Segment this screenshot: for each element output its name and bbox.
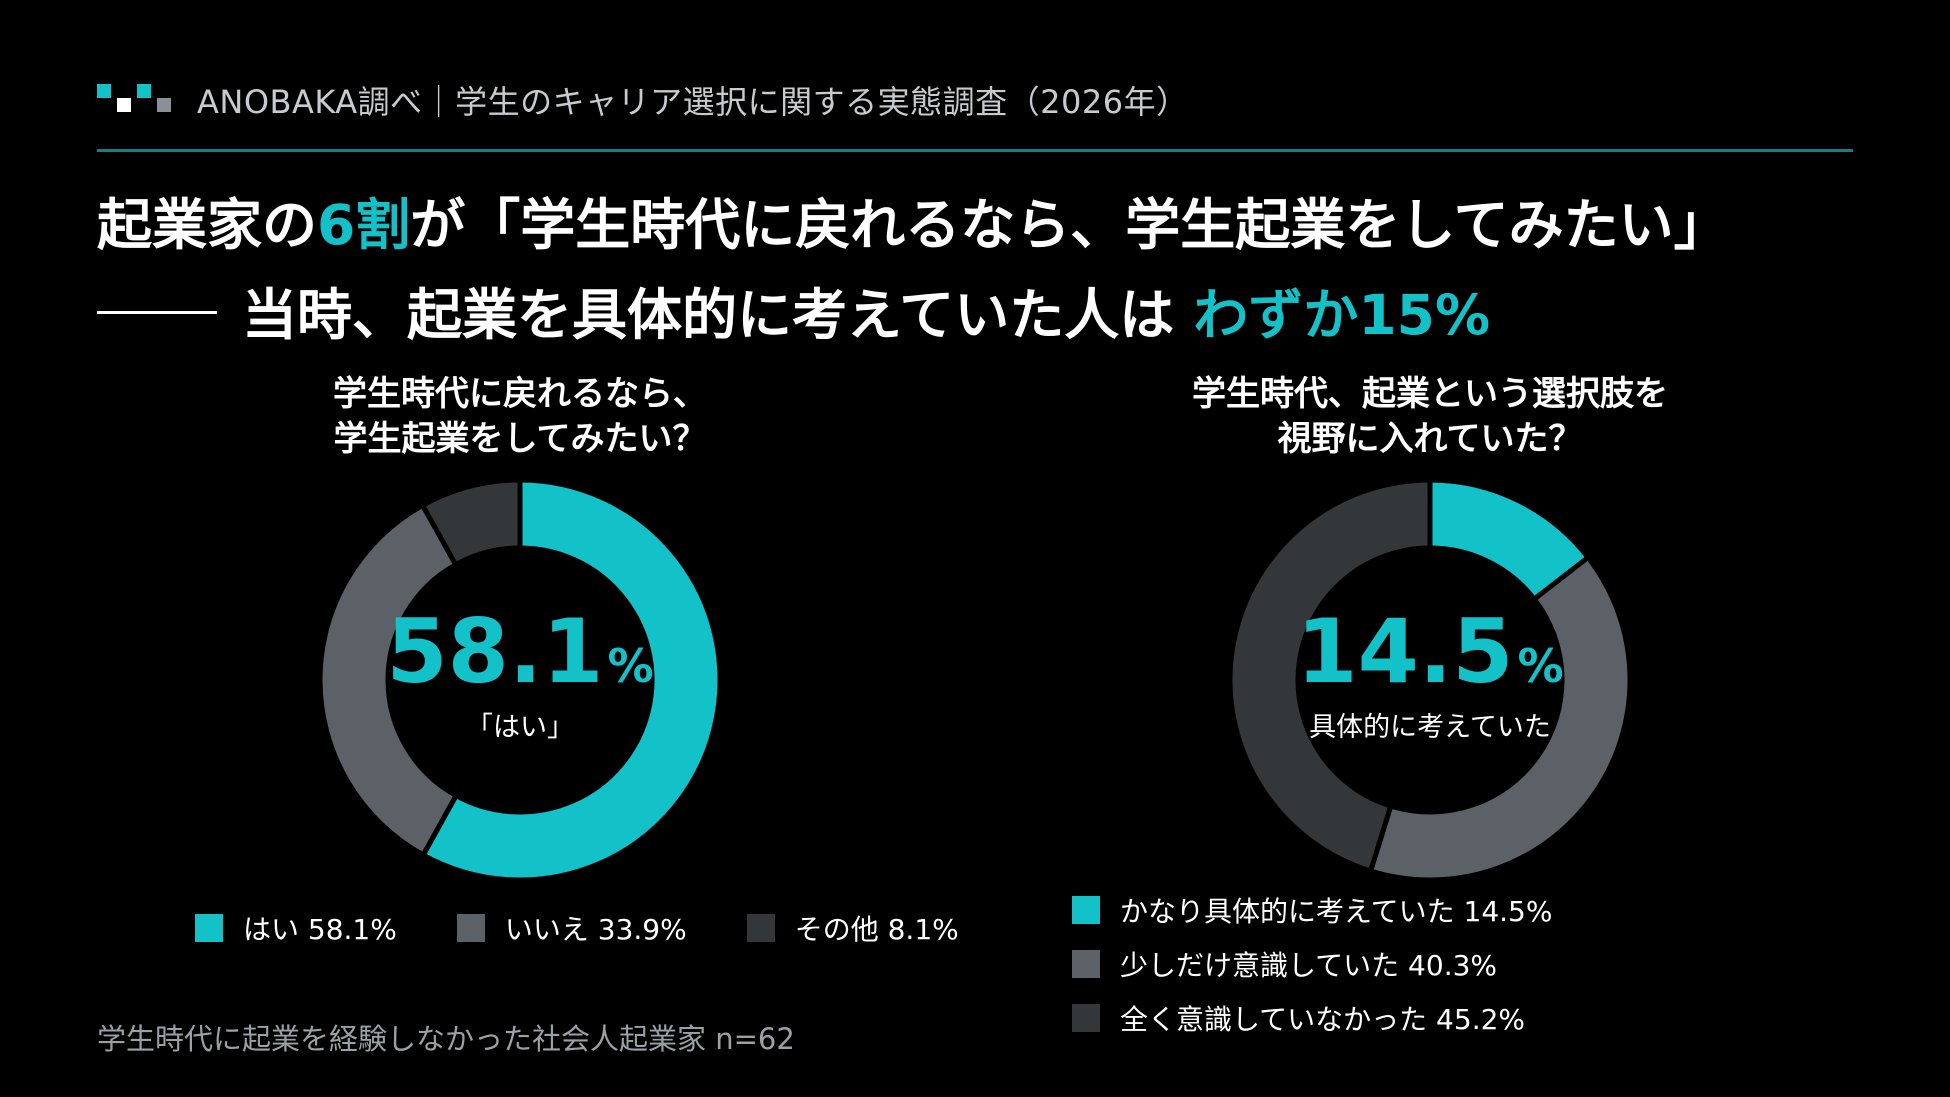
legend-swatch <box>1072 1004 1100 1032</box>
chart-2-title: 学生時代、起業という選択肢を 視野に入れていた？ <box>1130 372 1730 462</box>
donut-chart-2: 14.5% 具体的に考えていた <box>1227 477 1633 883</box>
legend-label: かなり具体的に考えていた 14.5% <box>1120 895 1553 928</box>
headline-1-suffix: が「学生時代に戻れるなら、学生起業をしてみたい」 <box>410 193 1729 257</box>
chart-1-center-unit: % <box>608 639 654 693</box>
legend-swatch <box>1072 950 1100 978</box>
chart-2-legend: かなり具体的に考えていた 14.5% 少しだけ意識していた 40.3% 全く意識… <box>1072 890 1552 1038</box>
legend-swatch <box>1072 896 1100 924</box>
header-title: ANOBAKA調べ｜学生のキャリア選択に関する実態調査（2026年） <box>197 83 1189 121</box>
headline-1-accent: 6割 <box>317 193 411 257</box>
legend-label: 少しだけ意識していた 40.3% <box>1120 949 1498 982</box>
donut-1-slice-3 <box>420 477 523 568</box>
chart-2-center-value: 14.5 <box>1296 600 1513 703</box>
legend-item: いいえ 33.9% <box>456 908 687 948</box>
chart-2-center-label: 具体的に考えていた <box>1309 712 1551 743</box>
donut-1-slice-2 <box>317 502 459 858</box>
svg-text:58.1%: 58.1% <box>386 600 653 703</box>
donut-2-slice-2 <box>1368 554 1633 883</box>
legend-item: 少しだけ意識していた 40.3% <box>1072 944 1552 984</box>
chart-2-title-line-1: 学生時代、起業という選択肢を <box>1192 374 1668 414</box>
legend-item: その他 8.1% <box>746 908 959 948</box>
chart-1-center-value: 58.1 <box>386 600 603 703</box>
donut-2-slice-3 <box>1227 477 1433 874</box>
svg-text:14.5%: 14.5% <box>1296 600 1563 703</box>
legend-item: はい 58.1% <box>195 908 397 948</box>
legend-swatch <box>746 914 775 942</box>
header: ANOBAKA調べ｜学生のキャリア選択に関する実態調査（2026年） <box>97 78 1189 122</box>
headline-line-2: 当時、起業を具体的に考えていた人は わずか15% <box>97 270 1490 350</box>
chart-2-title-line-2: 視野に入れていた？ <box>1277 419 1583 459</box>
legend-swatch <box>456 914 485 942</box>
chart-1-title-line-2: 学生起業をしてみたい？ <box>333 419 707 459</box>
headline-2-prefix: 当時、起業を具体的に考えていた人は <box>242 283 1194 347</box>
chart-1-center-label: 「はい」 <box>466 712 574 743</box>
legend-label: 全く意識していなかった 45.2% <box>1120 1003 1526 1036</box>
headline-line-1: 起業家の6割が「学生時代に戻れるなら、学生起業をしてみたい」 <box>97 180 1729 260</box>
donut-chart-1: 58.1% 「はい」 <box>317 477 723 883</box>
donut-1-slice-1 <box>420 477 723 883</box>
headline-2-accent: わずか15% <box>1193 283 1491 347</box>
chart-1-title-line-1: 学生時代に戻れるなら、 <box>333 374 707 414</box>
headline-1-prefix: 起業家の <box>97 193 318 257</box>
anobaka-logo-icon <box>97 78 177 122</box>
chart-1-legend: はい 58.1% いいえ 33.9% その他 8.1% <box>195 908 959 948</box>
footnote: 学生時代に起業を経験しなかった社会人起業家 n=62 <box>97 1022 795 1056</box>
headline-dash <box>97 311 217 315</box>
chart-2-center-unit: % <box>1518 639 1564 693</box>
header-divider <box>97 149 1853 152</box>
legend-label: いいえ 33.9% <box>504 913 687 946</box>
chart-1-title: 学生時代に戻れるなら、 学生起業をしてみたい？ <box>290 372 750 462</box>
legend-item: かなり具体的に考えていた 14.5% <box>1072 890 1552 930</box>
legend-label: その他 8.1% <box>794 913 959 946</box>
legend-swatch <box>195 914 223 942</box>
legend-label: はい 58.1% <box>243 913 397 946</box>
legend-item: 全く意識していなかった 45.2% <box>1072 998 1552 1038</box>
